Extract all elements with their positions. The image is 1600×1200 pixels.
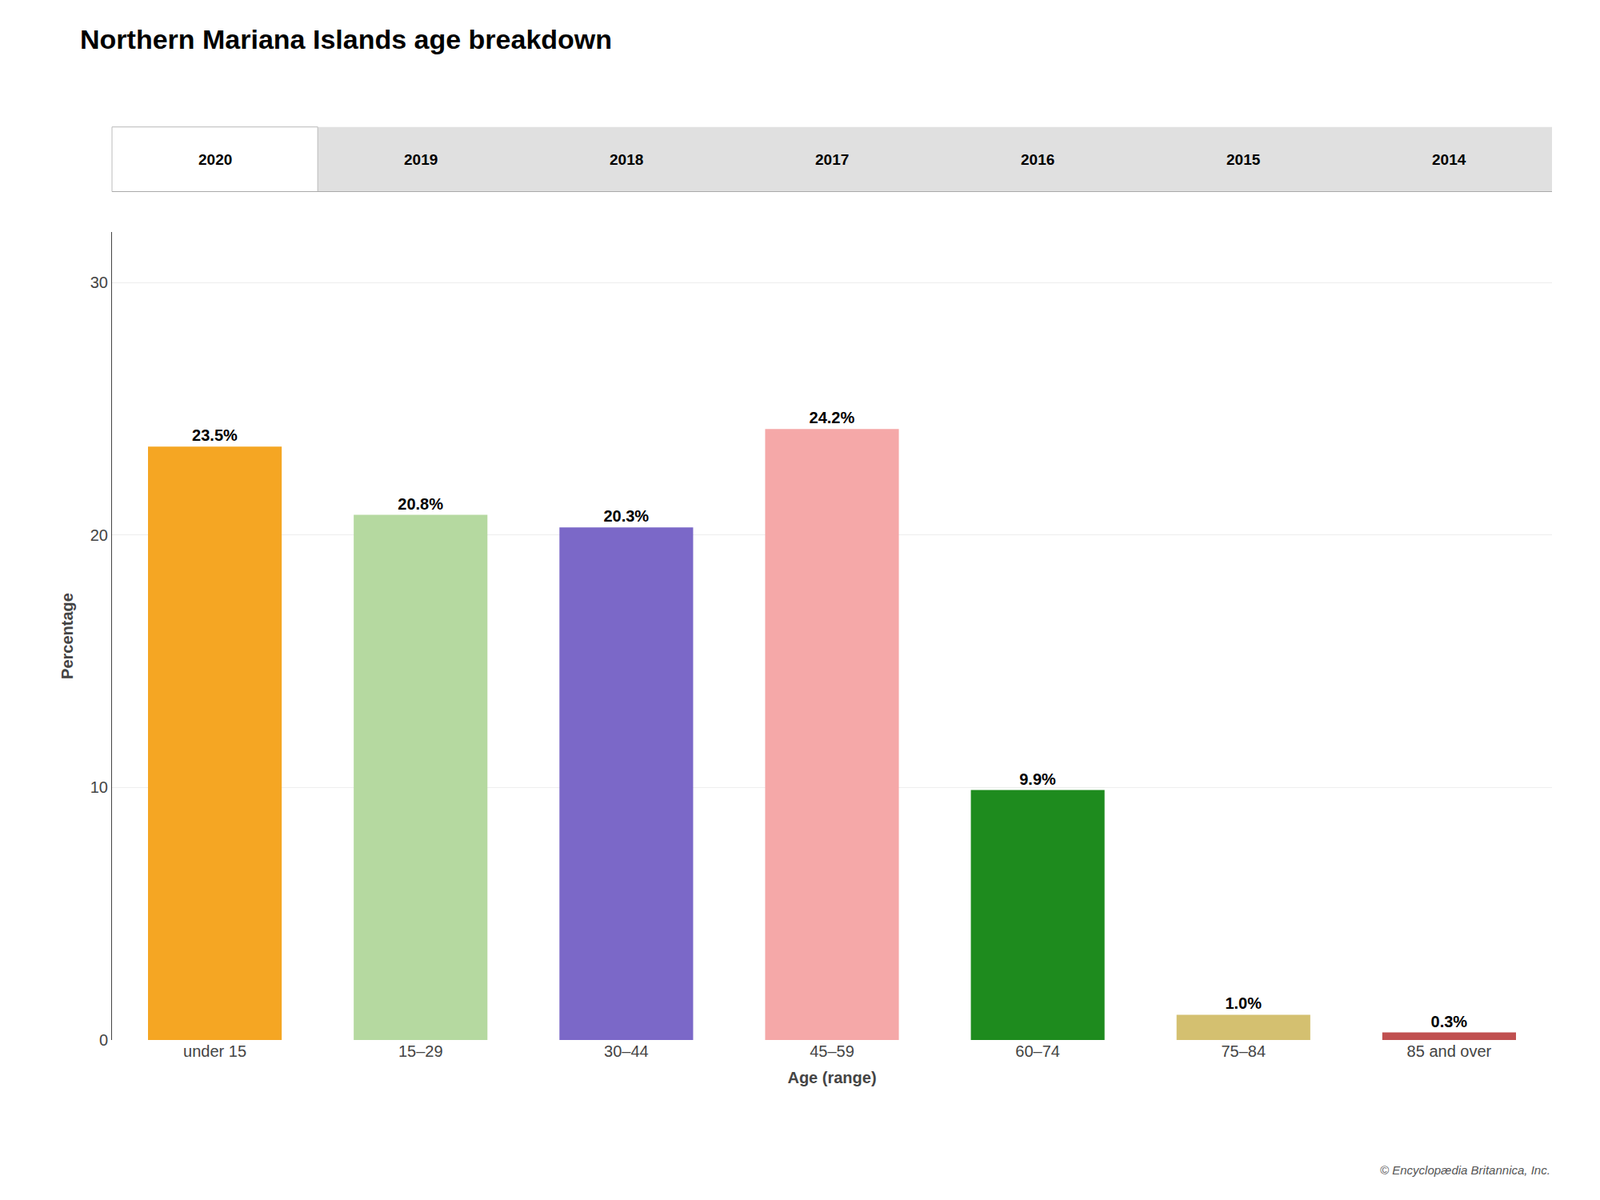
- svg-text:20.3%: 20.3%: [603, 507, 649, 525]
- svg-text:1.0%: 1.0%: [1224, 994, 1262, 1012]
- svg-text:23.5%: 23.5%: [192, 426, 238, 444]
- svg-text:0: 0: [99, 1031, 108, 1049]
- svg-text:2015: 2015: [1226, 151, 1261, 168]
- svg-text:under 15: under 15: [183, 1042, 247, 1060]
- svg-text:Age (range): Age (range): [787, 1068, 876, 1087]
- svg-text:75–84: 75–84: [1220, 1042, 1266, 1060]
- svg-text:2019: 2019: [404, 151, 438, 168]
- svg-text:9.9%: 9.9%: [1019, 770, 1056, 788]
- svg-text:Percentage: Percentage: [58, 592, 76, 680]
- svg-text:2020: 2020: [198, 151, 232, 168]
- svg-text:60–74: 60–74: [1015, 1042, 1060, 1060]
- svg-text:2018: 2018: [609, 151, 644, 168]
- svg-text:2014: 2014: [1432, 151, 1467, 168]
- svg-text:0.3%: 0.3%: [1431, 1012, 1468, 1031]
- svg-text:20: 20: [90, 526, 108, 544]
- svg-text:24.2%: 24.2%: [809, 408, 856, 427]
- svg-text:15–29: 15–29: [398, 1042, 444, 1060]
- svg-text:2017: 2017: [815, 151, 849, 168]
- svg-text:2016: 2016: [1020, 151, 1055, 168]
- svg-text:30–44: 30–44: [604, 1042, 649, 1060]
- svg-text:30: 30: [90, 273, 108, 292]
- svg-text:20.8%: 20.8%: [397, 495, 444, 513]
- svg-text:Northern Mariana Islands age b: Northern Mariana Islands age breakdown: [80, 24, 612, 55]
- svg-text:© Encyclopædia Britannica, Inc: © Encyclopædia Britannica, Inc.: [1380, 1163, 1551, 1177]
- svg-text:45–59: 45–59: [809, 1042, 855, 1060]
- svg-text:10: 10: [90, 778, 108, 796]
- svg-text:85 and over: 85 and over: [1407, 1042, 1492, 1060]
